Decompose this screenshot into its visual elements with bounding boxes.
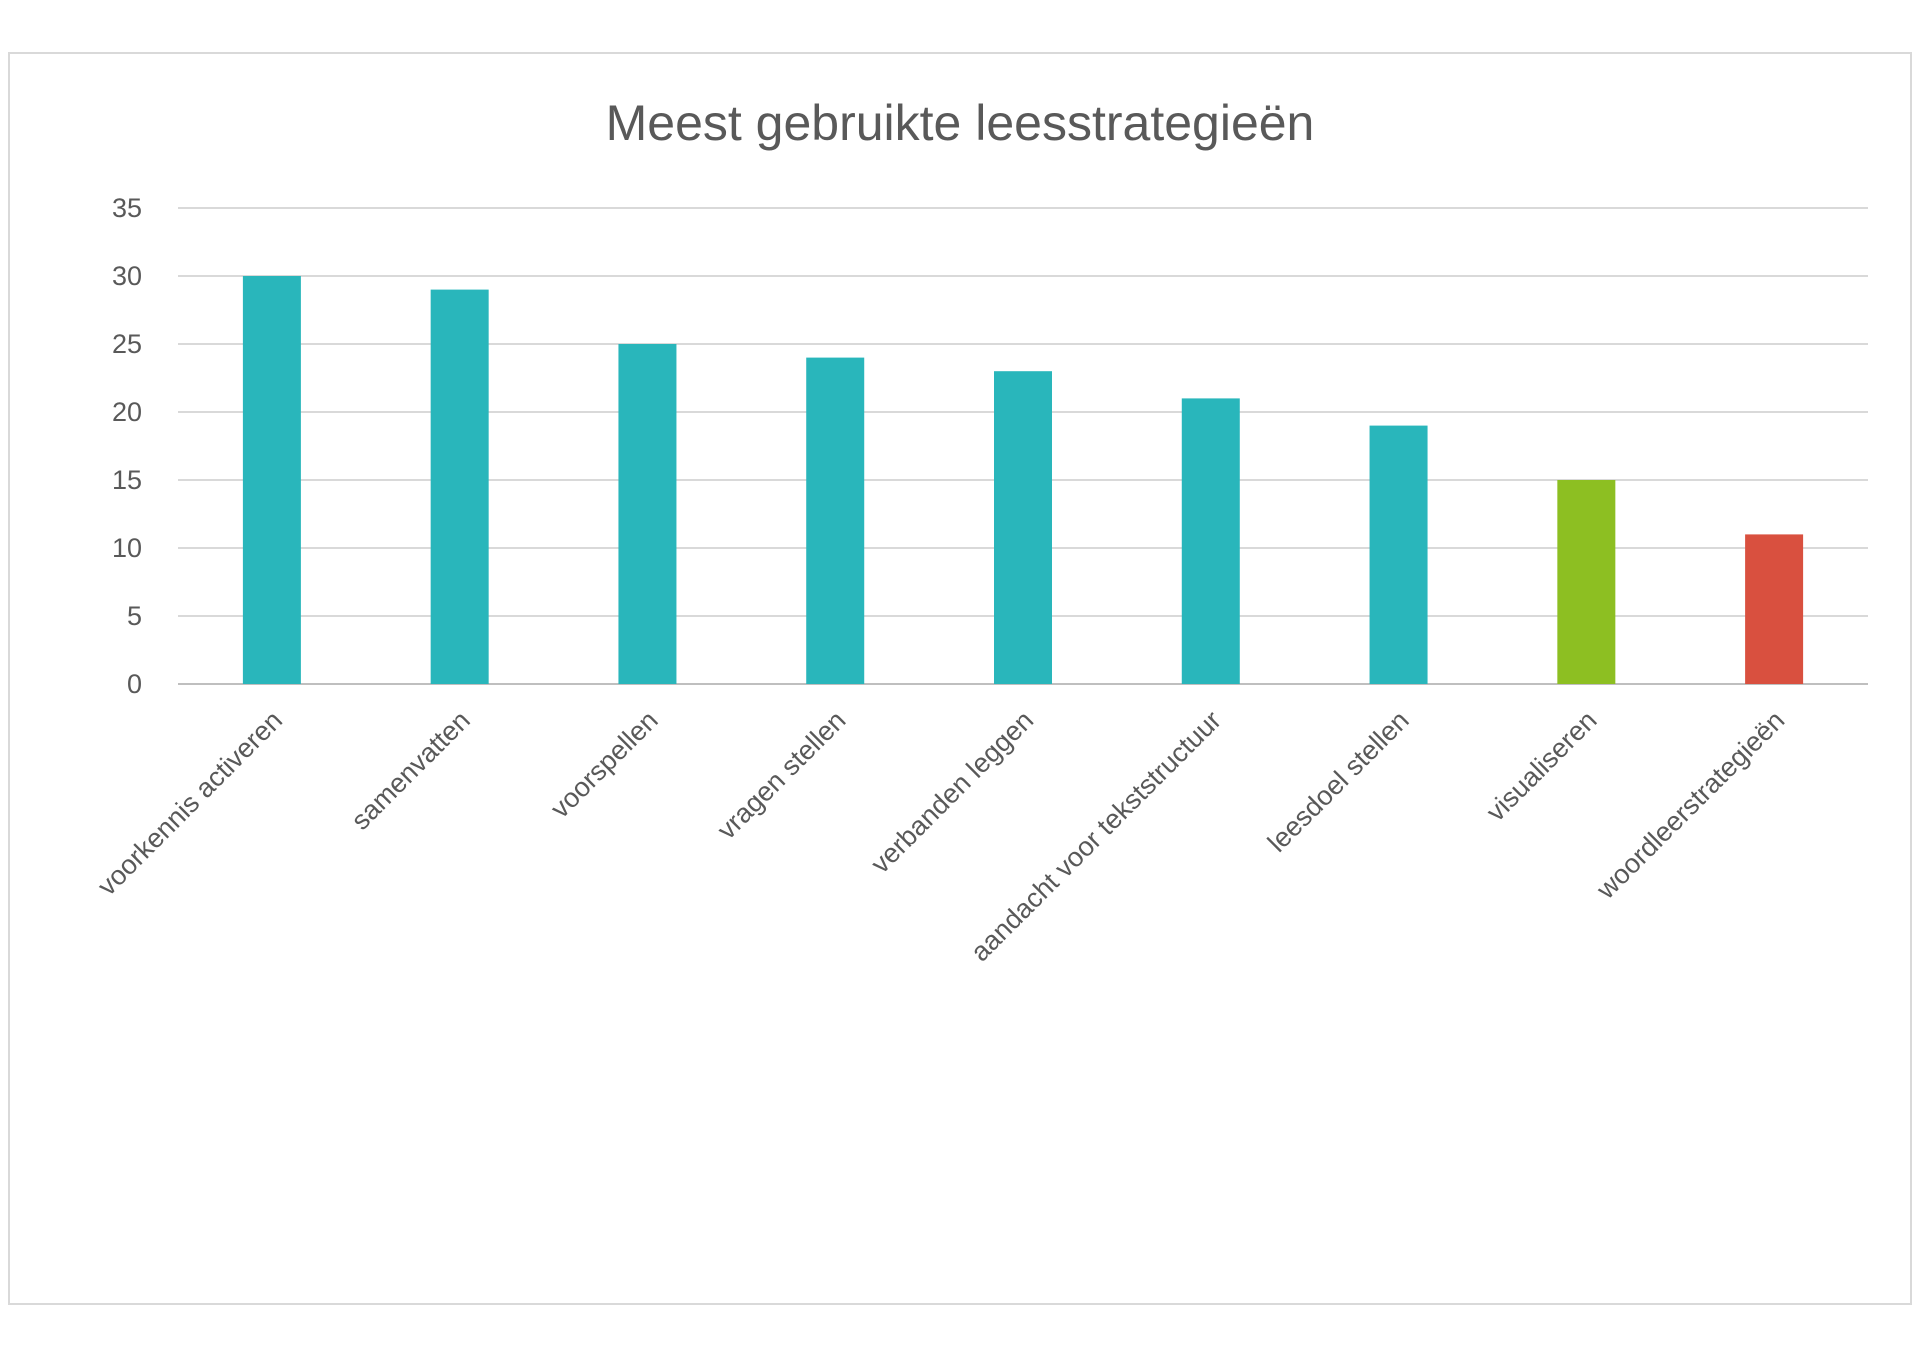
x-category-label: visualiseren xyxy=(1481,705,1603,827)
y-tick-label: 20 xyxy=(112,397,142,427)
y-tick-label: 35 xyxy=(112,193,142,223)
y-tick-label: 0 xyxy=(127,669,142,699)
x-category-label: voorspellen xyxy=(545,705,664,824)
y-tick-label: 30 xyxy=(112,261,142,291)
bar-4 xyxy=(806,357,865,684)
bar-3 xyxy=(618,344,677,684)
y-tick-label: 25 xyxy=(112,329,142,359)
bar-2 xyxy=(430,289,489,684)
chart-title: Meest gebruikte leesstrategieën xyxy=(606,95,1315,151)
y-tick-label: 15 xyxy=(112,465,142,495)
bar-7 xyxy=(1369,425,1428,684)
y-tick-label: 10 xyxy=(112,533,142,563)
bar-chart: Meest gebruikte leesstrategieën 0 5 10 15 20… xyxy=(92,95,1868,967)
x-category-label: woordleerstrategieën xyxy=(1590,705,1790,905)
x-category-label: verbanden leggen xyxy=(865,705,1039,879)
bar-1 xyxy=(242,276,301,684)
chart-frame: Meest gebruikte leesstrategieën 0 5 10 15 20… xyxy=(8,52,1912,1305)
category-label-layer: voorkennis activeren samenvatten voorspell… xyxy=(92,705,1791,967)
bar-6 xyxy=(1181,398,1240,684)
x-category-label: leesdoel stellen xyxy=(1262,705,1415,858)
bar-9 xyxy=(1745,534,1804,684)
x-category-label: voorkennis activeren xyxy=(92,705,288,901)
bar-layer xyxy=(242,276,1804,684)
y-tick-label: 5 xyxy=(127,601,142,631)
x-category-label: vragen stellen xyxy=(711,705,851,845)
bar-5 xyxy=(994,371,1052,684)
x-category-label: samenvatten xyxy=(345,705,476,836)
bar-8 xyxy=(1557,480,1616,684)
